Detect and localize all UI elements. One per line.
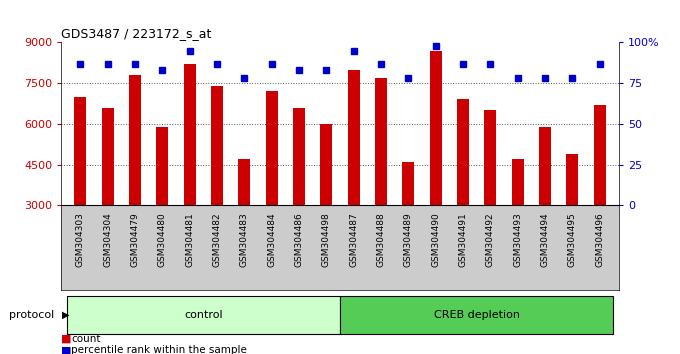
- Text: ■: ■: [61, 346, 71, 354]
- Text: GSM304480: GSM304480: [158, 212, 167, 267]
- Bar: [511, 159, 524, 205]
- Bar: [67, 296, 340, 334]
- Bar: [347, 70, 360, 205]
- Text: GSM304483: GSM304483: [240, 212, 249, 267]
- Bar: [594, 105, 606, 205]
- Text: GSM304486: GSM304486: [294, 212, 303, 267]
- Text: GSM304487: GSM304487: [349, 212, 358, 267]
- Text: GSM304304: GSM304304: [103, 212, 112, 267]
- Text: CREB depletion: CREB depletion: [434, 310, 520, 320]
- Bar: [484, 110, 496, 205]
- Bar: [293, 108, 305, 205]
- Text: GSM304495: GSM304495: [568, 212, 577, 267]
- Text: percentile rank within the sample: percentile rank within the sample: [71, 346, 248, 354]
- Bar: [184, 64, 196, 205]
- Bar: [566, 154, 579, 205]
- Bar: [101, 108, 114, 205]
- Text: ■: ■: [61, 334, 71, 344]
- Text: control: control: [184, 310, 222, 320]
- Text: GSM304303: GSM304303: [76, 212, 85, 267]
- Bar: [375, 78, 387, 205]
- Text: GSM304491: GSM304491: [458, 212, 468, 267]
- Text: GSM304496: GSM304496: [595, 212, 604, 267]
- Text: GSM304493: GSM304493: [513, 212, 522, 267]
- Bar: [156, 127, 169, 205]
- Text: GSM304488: GSM304488: [377, 212, 386, 267]
- Bar: [340, 296, 613, 334]
- Bar: [265, 91, 278, 205]
- Text: GSM304492: GSM304492: [486, 212, 495, 267]
- Text: GSM304490: GSM304490: [431, 212, 440, 267]
- Text: GDS3487 / 223172_s_at: GDS3487 / 223172_s_at: [61, 27, 211, 40]
- Bar: [74, 97, 86, 205]
- Text: GSM304479: GSM304479: [131, 212, 139, 267]
- Bar: [402, 162, 415, 205]
- Bar: [539, 127, 551, 205]
- Text: GSM304481: GSM304481: [185, 212, 194, 267]
- Text: protocol: protocol: [9, 310, 54, 320]
- Bar: [238, 159, 250, 205]
- Text: GSM304498: GSM304498: [322, 212, 331, 267]
- Text: GSM304482: GSM304482: [212, 212, 222, 267]
- Text: GSM304494: GSM304494: [541, 212, 549, 267]
- Bar: [211, 86, 223, 205]
- Text: ▶: ▶: [62, 310, 69, 320]
- Bar: [430, 51, 442, 205]
- Text: GSM304484: GSM304484: [267, 212, 276, 267]
- Bar: [129, 75, 141, 205]
- Bar: [320, 124, 333, 205]
- Text: count: count: [71, 334, 101, 344]
- Text: GSM304489: GSM304489: [404, 212, 413, 267]
- Bar: [457, 99, 469, 205]
